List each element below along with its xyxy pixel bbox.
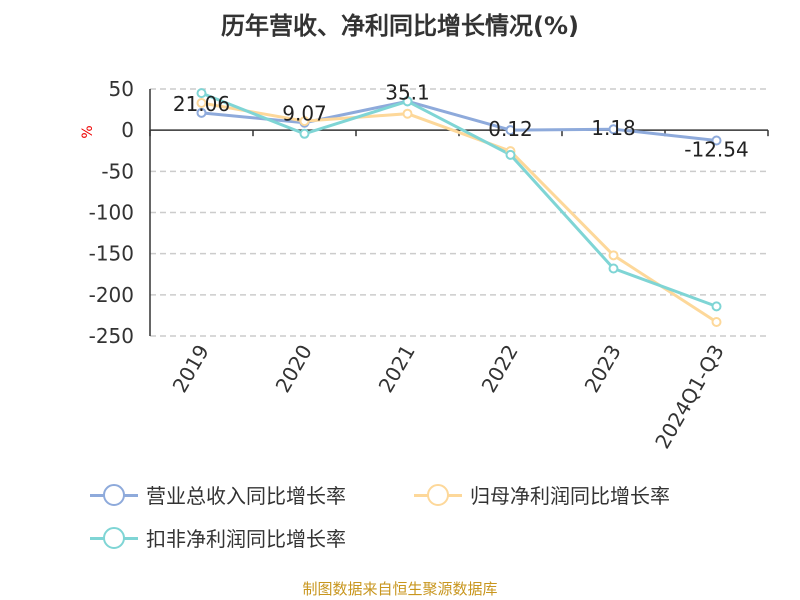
- y-tick-label: -50: [101, 159, 134, 183]
- series-line: [200, 91, 718, 308]
- data-label: 35.1: [385, 80, 430, 104]
- data-point: [608, 124, 619, 135]
- x-tick-label: 2019: [168, 341, 214, 397]
- legend-marker-icon: [90, 526, 138, 550]
- data-point: [402, 108, 413, 119]
- data-point: [196, 88, 207, 99]
- series-line: [201, 99, 717, 142]
- x-tick-label: 2022: [477, 341, 523, 397]
- y-tick-label: -100: [89, 201, 134, 225]
- data-point: [711, 135, 722, 146]
- chart-title: 历年营收、净利同比增长情况(%): [221, 12, 579, 40]
- y-tick-label: 50: [109, 77, 134, 101]
- legend-label: 扣非净利润同比增长率: [146, 527, 346, 551]
- series-line: [201, 101, 718, 324]
- x-tick-label: 2024Q1-Q3: [650, 341, 729, 453]
- data-label: 9.07: [282, 102, 327, 126]
- x-tick-label: 2020: [271, 341, 317, 397]
- data-point: [505, 125, 516, 136]
- data-point: [711, 317, 722, 328]
- y-tick-label: -150: [89, 242, 134, 266]
- footer-source: 制图数据来自恒生聚源数据库: [302, 580, 498, 598]
- legend-marker-icon: [90, 483, 138, 507]
- data-point: [299, 116, 310, 127]
- data-label: -12.54: [684, 137, 748, 161]
- x-tick-label: 2023: [580, 341, 626, 397]
- y-tick-label: -250: [89, 324, 134, 348]
- data-point: [711, 301, 722, 312]
- legend-label: 营业总收入同比增长率: [146, 484, 346, 508]
- x-tick-label: 2021: [374, 341, 420, 397]
- legend-item-net-profit[interactable]: 归母净利润同比增长率: [414, 480, 670, 509]
- data-point: [402, 96, 413, 107]
- data-point: [505, 149, 516, 160]
- data-point: [196, 107, 207, 118]
- y-axis-unit: %: [80, 125, 96, 138]
- data-label: 21.06: [173, 92, 230, 116]
- data-point: [196, 97, 207, 108]
- y-tick-label: -200: [89, 283, 134, 307]
- data-point: [608, 250, 619, 261]
- data-label: 0.12: [488, 117, 533, 141]
- data-point: [608, 263, 619, 274]
- legend-item-deducted-profit[interactable]: 扣非净利润同比增长率: [90, 523, 346, 552]
- data-label: 1.18: [591, 116, 636, 140]
- data-point: [299, 128, 310, 139]
- legend-item-revenue[interactable]: 营业总收入同比增长率: [90, 480, 346, 509]
- y-tick-label: 0: [121, 118, 134, 142]
- legend-label: 归母净利润同比增长率: [470, 484, 670, 508]
- legend-marker-icon: [414, 483, 462, 507]
